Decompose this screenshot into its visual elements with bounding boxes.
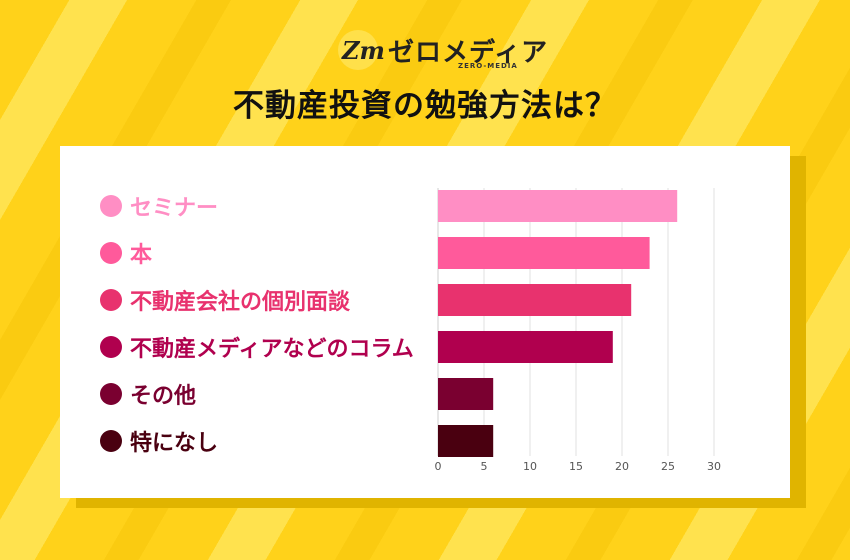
x-tick-label: 20 (615, 460, 629, 473)
bar-2 (438, 284, 632, 316)
x-tick-label: 25 (661, 460, 675, 473)
x-tick-label: 30 (707, 460, 721, 473)
logo-mark-text: Zm (342, 36, 385, 65)
legend-item: 不動産メディアなどのコラム (100, 332, 414, 362)
x-tick-label: 5 (481, 460, 488, 473)
legend-dot-icon (100, 289, 122, 311)
legend-label: 不動産メディアなどのコラム (130, 337, 414, 362)
legend-item: 本 (100, 238, 152, 268)
bar-5 (438, 425, 494, 457)
x-tick-label: 10 (523, 460, 537, 473)
legend-label: その他 (130, 384, 197, 409)
logo-subtext: ZERO-MEDIA (458, 62, 518, 70)
legend-item: 特になし (100, 426, 218, 456)
bar-0 (438, 190, 678, 222)
legend-dot-icon (100, 336, 122, 358)
bar-3 (438, 331, 613, 363)
legend-label: 本 (130, 243, 153, 268)
x-tick-label: 15 (569, 460, 583, 473)
page-title: 不動産投資の勉強方法は？ (233, 88, 617, 124)
legend-dot-icon (100, 242, 122, 264)
bar-1 (438, 237, 650, 269)
legend-dot-icon (100, 430, 122, 452)
legend-dot-icon (100, 383, 122, 405)
logo-mark-icon: Zm (338, 30, 385, 70)
bar-4 (438, 378, 494, 410)
zero-media-logo: Zm ゼロメディア ZERO-MEDIA (338, 28, 547, 72)
legend-label: セミナー (130, 196, 219, 221)
legend-dot-icon (100, 195, 122, 217)
legend-label: 特になし (130, 431, 219, 456)
legend-label: 不動産会社の個別面談 (130, 290, 351, 315)
legend-item: その他 (100, 379, 196, 409)
logo-text: ゼロメディア (388, 38, 549, 68)
x-tick-label: 0 (435, 460, 442, 473)
legend-item: セミナー (100, 191, 218, 221)
legend-item: 不動産会社の個別面談 (100, 285, 350, 315)
